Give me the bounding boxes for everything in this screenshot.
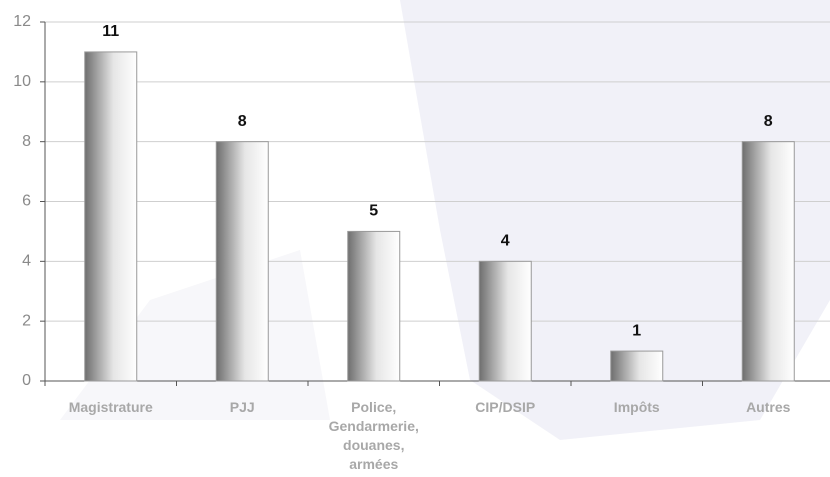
x-tick-label: Magistrature [68, 399, 153, 415]
y-tick-label: 0 [22, 372, 31, 389]
y-tick-label: 4 [22, 253, 31, 270]
bar [741, 141, 795, 382]
x-tick-label: PJJ [229, 399, 255, 415]
x-tick-label: CIP/DSIP [475, 399, 536, 415]
value-label: 1 [632, 322, 641, 339]
y-tick-label: 12 [13, 13, 31, 30]
y-tick-label: 6 [22, 193, 31, 210]
y-tick-label: 8 [22, 133, 31, 150]
bar [610, 350, 664, 382]
value-label: 8 [238, 113, 247, 130]
value-label: 5 [369, 203, 378, 220]
bar [215, 141, 269, 382]
x-tick-label: Autres [746, 399, 791, 415]
bar [347, 230, 401, 382]
bar [84, 51, 138, 382]
bar [478, 260, 532, 382]
value-label: 8 [764, 113, 773, 130]
x-tick-label: Impôts [613, 399, 660, 415]
y-tick-label: 2 [22, 312, 31, 329]
value-label: 11 [102, 23, 119, 40]
value-label: 4 [501, 233, 510, 250]
y-tick-label: 10 [13, 73, 31, 90]
x-tick-label: Police, Gendarmerie, douanes, armées [328, 399, 419, 472]
